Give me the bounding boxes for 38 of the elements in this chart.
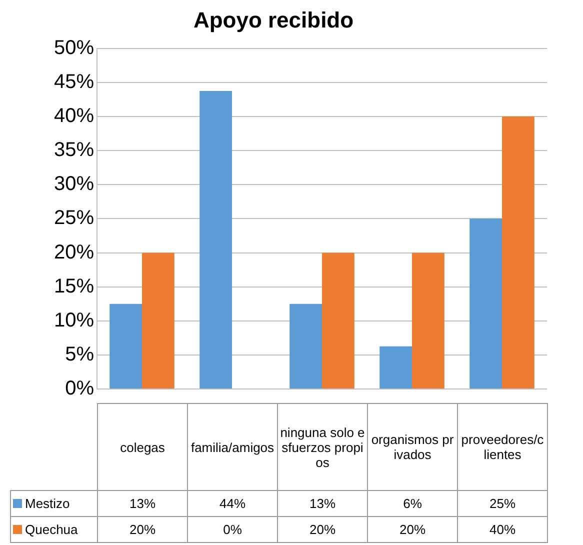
data-label: 20% <box>368 516 458 542</box>
bar <box>290 304 322 388</box>
bar <box>200 90 232 388</box>
bar <box>412 252 444 388</box>
bar <box>470 218 502 388</box>
x-tick-label: ninguna solo esfuerzos propios <box>278 404 368 490</box>
legend-label: Mestizo <box>10 490 98 516</box>
y-tick-label: 0% <box>65 378 94 400</box>
y-tick-label: 50% <box>54 36 94 59</box>
y-tick-label: 10% <box>54 309 94 332</box>
y-tick-label: 5% <box>65 343 94 366</box>
data-label: 44% <box>188 490 278 516</box>
y-tick-label: 20% <box>54 241 94 264</box>
y-tick-label: 25% <box>54 207 94 230</box>
chart-title: Apoyo recibido <box>193 7 354 32</box>
y-tick-label: 15% <box>54 275 94 298</box>
data-label: 40% <box>458 516 548 542</box>
y-tick-label: 30% <box>54 173 94 196</box>
x-tick-label: familia/amigos <box>188 404 278 490</box>
legend-label: Quechua <box>10 516 98 542</box>
x-tick-label: colegas <box>98 404 188 490</box>
data-label: 6% <box>368 490 458 516</box>
y-tick-label: 35% <box>54 139 94 162</box>
x-tick-label: organismos privados <box>368 404 458 490</box>
x-tick-label: proveedores/clientes <box>458 404 548 490</box>
data-label: 20% <box>278 516 368 542</box>
data-label: 13% <box>278 490 368 516</box>
y-tick-label: 40% <box>54 105 94 128</box>
data-label: 25% <box>458 490 548 516</box>
bar <box>502 116 534 388</box>
data-label: 0% <box>188 516 278 542</box>
y-tick-label: 45% <box>54 70 94 93</box>
bar <box>110 304 142 388</box>
data-label: 13% <box>98 490 188 516</box>
bar <box>142 252 174 388</box>
bar <box>380 346 412 388</box>
data-label: 20% <box>98 516 188 542</box>
bar <box>322 252 354 388</box>
